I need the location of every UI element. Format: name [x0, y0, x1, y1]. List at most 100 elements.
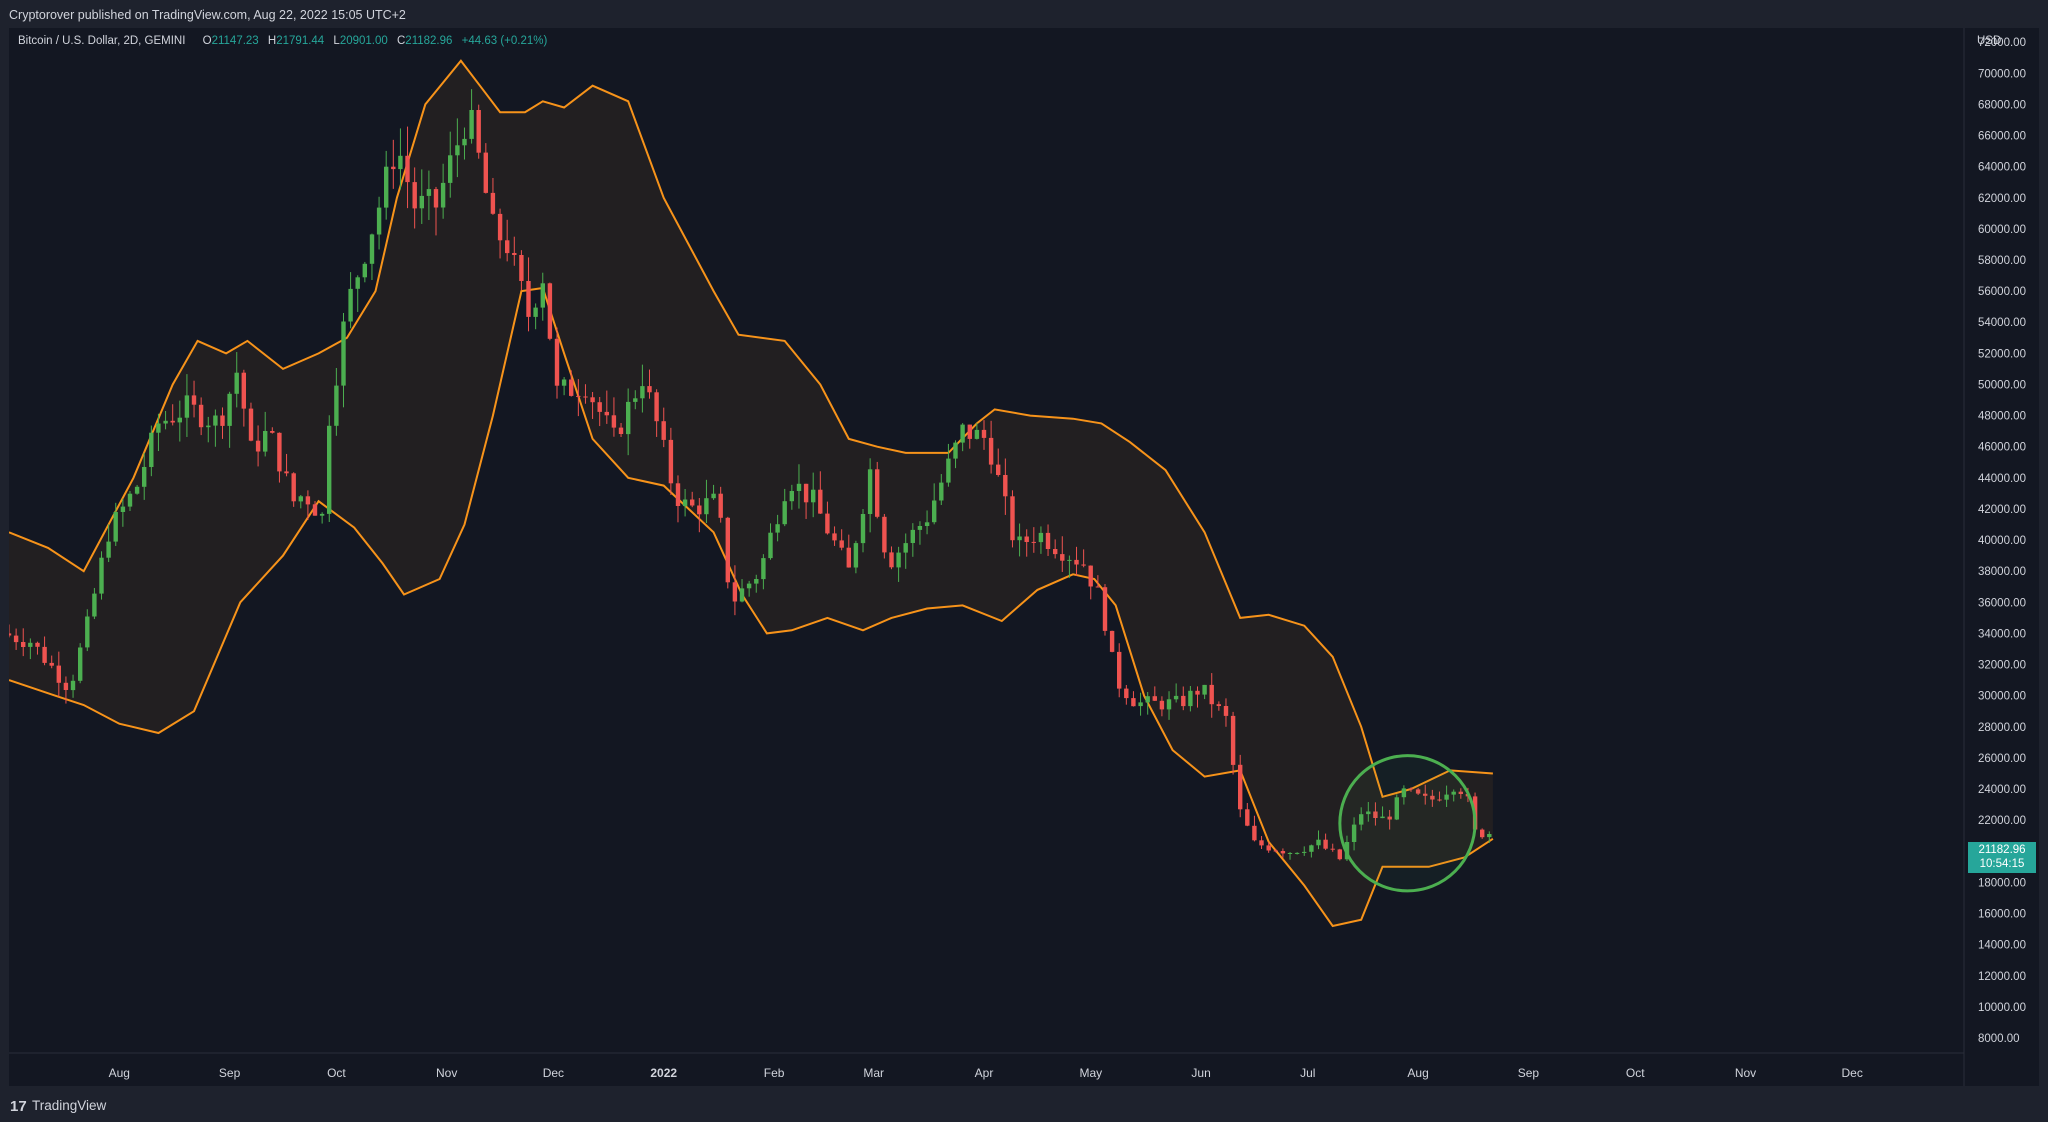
candle-body	[761, 558, 766, 580]
candle-body	[9, 633, 12, 636]
candle-body	[561, 379, 567, 386]
candle-body	[78, 647, 83, 681]
candle-body	[924, 522, 930, 526]
last-price-tag: 21182.96 10:54:15	[1968, 842, 2036, 873]
candle-body	[1266, 845, 1271, 851]
price-tick-label: 12000.00	[1978, 971, 2026, 983]
candle-body	[1060, 554, 1065, 561]
price-tick-label: 48000.00	[1978, 411, 2026, 423]
candle-body	[1053, 549, 1058, 555]
candle-body	[341, 321, 346, 386]
candle-body	[163, 420, 168, 424]
candle-body	[768, 532, 773, 559]
candle-body	[21, 642, 26, 647]
candle-body	[1337, 849, 1342, 860]
candle-body	[896, 552, 901, 568]
candle-body	[675, 483, 681, 506]
candle-body	[1081, 564, 1086, 566]
time-tick-label: Aug	[109, 1066, 130, 1080]
price-tick-label: 46000.00	[1978, 442, 2026, 454]
candle-body	[1230, 715, 1236, 765]
candle-body	[682, 499, 688, 507]
candle-body	[127, 493, 133, 507]
candle-body	[13, 635, 19, 643]
candle-body	[298, 496, 303, 502]
candle-body	[419, 195, 424, 209]
time-tick-label: Sep	[219, 1066, 241, 1080]
candle-body	[1238, 764, 1243, 810]
candle-body	[398, 155, 403, 170]
candle-body	[1259, 840, 1264, 846]
candle-body	[113, 512, 118, 542]
candle-body	[1487, 834, 1492, 838]
candle-body	[732, 582, 738, 602]
time-tick-label: Aug	[1407, 1066, 1428, 1080]
candle-body	[1095, 586, 1101, 588]
open-label: O	[202, 35, 212, 47]
close-value: 21182.96	[405, 35, 453, 47]
candle-body	[746, 583, 752, 589]
price-tick-label: 18000.00	[1978, 877, 2026, 889]
candle-body	[526, 281, 531, 317]
candle-body	[533, 307, 538, 317]
candle-body	[1387, 816, 1392, 820]
time-tick-label: Feb	[764, 1066, 785, 1080]
candle-body	[1451, 791, 1456, 795]
price-tick-label: 64000.00	[1978, 162, 2026, 174]
candle-body	[1287, 853, 1293, 854]
time-tick-label: Dec	[543, 1066, 564, 1080]
candle-body	[1401, 788, 1407, 798]
candle-body	[960, 424, 965, 443]
candle-body	[63, 682, 69, 690]
candle-body	[334, 385, 339, 426]
tradingview-brand[interactable]: TradingView	[32, 1098, 107, 1113]
time-axis[interactable]: Aug Sep Oct Nov Dec 2022 Feb Mar Apr May Jun Jul Aug…	[109, 1066, 1863, 1080]
candle-body	[519, 255, 524, 281]
candle-body	[626, 401, 631, 435]
price-tick-label: 68000.00	[1978, 99, 2026, 111]
footer-bar: 17 TradingView	[0, 1090, 2048, 1122]
candle-body	[142, 467, 147, 487]
highlight-circle	[1338, 754, 1477, 893]
candle-body	[1351, 824, 1357, 842]
candle-body	[405, 155, 410, 183]
candle-body	[70, 680, 76, 691]
price-axis[interactable]: 8000.00 10000.00 12000.00 14000.00 16000.00 1…	[1978, 37, 2026, 1045]
candle-body	[611, 415, 617, 428]
candle-body	[1102, 587, 1108, 631]
candle-body	[512, 253, 517, 255]
close-label: C	[396, 35, 406, 47]
publisher-text: Cryptorover published on TradingView.com…	[9, 8, 406, 22]
candle-body	[661, 421, 666, 440]
candle-body	[1138, 702, 1143, 707]
band-lower-line	[9, 286, 1494, 928]
band-fill	[9, 60, 1493, 927]
candle-body	[903, 543, 908, 553]
candle-body	[1195, 690, 1200, 695]
bar-countdown: 10:54:15	[1979, 858, 2025, 870]
candle-body	[220, 415, 225, 426]
high-value: 21791.44	[276, 35, 325, 47]
candle-body	[754, 579, 759, 584]
candle-body	[99, 557, 104, 594]
bollinger-bands	[9, 59, 1494, 928]
price-tick-label: 52000.00	[1978, 348, 2026, 360]
candle-body	[241, 372, 246, 409]
chart-area[interactable]: USD 8000.00 10000.00 12000.00 14000.00 16000…	[9, 28, 2039, 1086]
band-upper-line	[9, 59, 1493, 799]
tradingview-logo-icon[interactable]: 17	[10, 1098, 27, 1115]
candle-body	[1074, 559, 1079, 565]
candle-body	[448, 155, 453, 183]
candle-body	[476, 110, 481, 153]
candle-body	[277, 432, 282, 472]
candle-body	[540, 283, 545, 308]
candle-body	[1188, 690, 1193, 707]
candle-body	[690, 499, 695, 506]
candle-body	[789, 491, 794, 502]
candle-body	[149, 432, 154, 467]
symbol-title: Bitcoin / U.S. Dollar, 2D, GEMINI	[18, 35, 186, 47]
candlestick-chart[interactable]: USD 8000.00 10000.00 12000.00 14000.00 16000…	[9, 28, 2039, 1086]
candle-body	[134, 486, 140, 494]
time-tick-label: 2022	[650, 1066, 677, 1080]
candle-body	[284, 471, 289, 474]
